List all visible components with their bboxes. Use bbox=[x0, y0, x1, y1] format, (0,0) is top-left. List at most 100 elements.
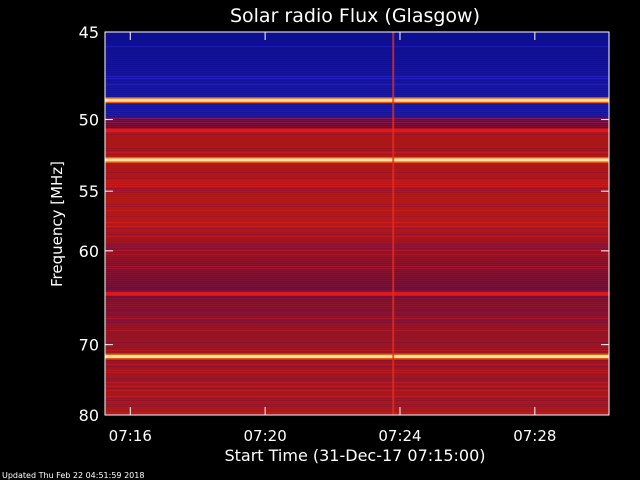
texture-line bbox=[105, 56, 609, 57]
texture-line bbox=[105, 412, 609, 413]
texture-line bbox=[105, 48, 609, 49]
texture-line bbox=[105, 140, 609, 141]
texture-line bbox=[105, 198, 609, 199]
texture-line bbox=[105, 218, 609, 219]
x-tick-label: 07:28 bbox=[513, 427, 556, 445]
texture-line bbox=[105, 224, 609, 225]
texture-line bbox=[105, 362, 609, 363]
texture-line bbox=[105, 74, 609, 75]
texture-line bbox=[105, 404, 609, 405]
texture-line bbox=[105, 126, 609, 127]
texture-line bbox=[105, 214, 609, 215]
texture-line bbox=[105, 324, 609, 325]
red-band bbox=[105, 128, 609, 133]
texture-line bbox=[105, 400, 609, 401]
texture-line bbox=[105, 112, 609, 113]
texture-line bbox=[105, 186, 609, 187]
texture-line bbox=[105, 326, 609, 327]
texture-line bbox=[105, 192, 609, 193]
texture-line bbox=[105, 360, 609, 361]
texture-line bbox=[105, 256, 609, 257]
texture-line bbox=[105, 222, 609, 223]
texture-line bbox=[105, 376, 609, 377]
texture-line bbox=[105, 340, 609, 341]
texture-line bbox=[105, 174, 609, 175]
texture-line bbox=[105, 206, 609, 207]
texture-line bbox=[105, 314, 609, 315]
texture-line bbox=[105, 134, 609, 135]
texture-line bbox=[105, 116, 609, 117]
texture-line bbox=[105, 308, 609, 309]
texture-line bbox=[105, 68, 609, 69]
texture-line bbox=[105, 42, 609, 43]
y-axis: 45 50 55 60 70 80 bbox=[79, 23, 609, 425]
texture-line bbox=[105, 306, 609, 307]
y-tick-label: 55 bbox=[79, 182, 99, 201]
x-axis-label: Start Time (31-Dec-17 07:15:00) bbox=[224, 446, 485, 465]
texture-line bbox=[105, 144, 609, 145]
texture-line bbox=[105, 252, 609, 253]
texture-line bbox=[105, 394, 609, 395]
texture-line bbox=[105, 172, 609, 173]
texture-line bbox=[105, 242, 609, 243]
texture-line bbox=[105, 390, 609, 391]
texture-line bbox=[105, 234, 609, 235]
burst-vertical-line bbox=[392, 32, 395, 415]
texture-line bbox=[105, 204, 609, 205]
texture-line bbox=[105, 240, 609, 241]
texture-line bbox=[105, 378, 609, 379]
texture-line bbox=[105, 352, 609, 353]
texture-line bbox=[105, 248, 609, 249]
texture-line bbox=[105, 120, 609, 121]
texture-line bbox=[105, 322, 609, 323]
texture-line bbox=[105, 272, 609, 273]
texture-line bbox=[105, 262, 609, 263]
texture-line bbox=[105, 366, 609, 367]
texture-line bbox=[105, 138, 609, 139]
texture-line bbox=[105, 300, 609, 301]
texture-line bbox=[105, 388, 609, 389]
texture-line bbox=[105, 190, 609, 191]
texture-line bbox=[105, 86, 609, 87]
texture-line bbox=[105, 280, 609, 281]
texture-line bbox=[105, 274, 609, 275]
texture-line bbox=[105, 124, 609, 125]
texture-line bbox=[105, 108, 609, 109]
texture-line bbox=[105, 226, 609, 227]
texture-line bbox=[105, 196, 609, 197]
texture-line bbox=[105, 384, 609, 385]
texture-line bbox=[105, 238, 609, 239]
texture-line bbox=[105, 88, 609, 89]
texture-line bbox=[105, 220, 609, 221]
texture-line bbox=[105, 44, 609, 45]
texture-line bbox=[105, 298, 609, 299]
texture-line bbox=[105, 82, 609, 83]
texture-line bbox=[105, 282, 609, 283]
x-axis: 07:16 07:20 07:24 07:28 bbox=[109, 32, 556, 445]
texture-line bbox=[105, 58, 609, 59]
chart-title: Solar radio Flux (Glasgow) bbox=[230, 5, 480, 27]
texture-line bbox=[105, 166, 609, 167]
texture-line bbox=[105, 92, 609, 93]
texture-line bbox=[105, 60, 609, 61]
texture-line bbox=[105, 380, 609, 381]
texture-line bbox=[105, 96, 609, 97]
bright-band-core bbox=[105, 354, 609, 358]
texture-line bbox=[105, 406, 609, 407]
texture-line bbox=[105, 72, 609, 73]
texture-line bbox=[105, 70, 609, 71]
x-tick-label: 07:16 bbox=[109, 427, 152, 445]
texture-line bbox=[105, 408, 609, 409]
bright-band-core bbox=[105, 158, 609, 162]
texture-line bbox=[105, 264, 609, 265]
texture-line bbox=[105, 402, 609, 403]
plot-frame bbox=[104, 31, 610, 416]
texture-line bbox=[105, 318, 609, 319]
texture-line bbox=[105, 200, 609, 201]
texture-line bbox=[105, 106, 609, 107]
texture-line bbox=[105, 178, 609, 179]
texture-line bbox=[105, 146, 609, 147]
texture-line bbox=[105, 382, 609, 383]
texture-line bbox=[105, 152, 609, 153]
